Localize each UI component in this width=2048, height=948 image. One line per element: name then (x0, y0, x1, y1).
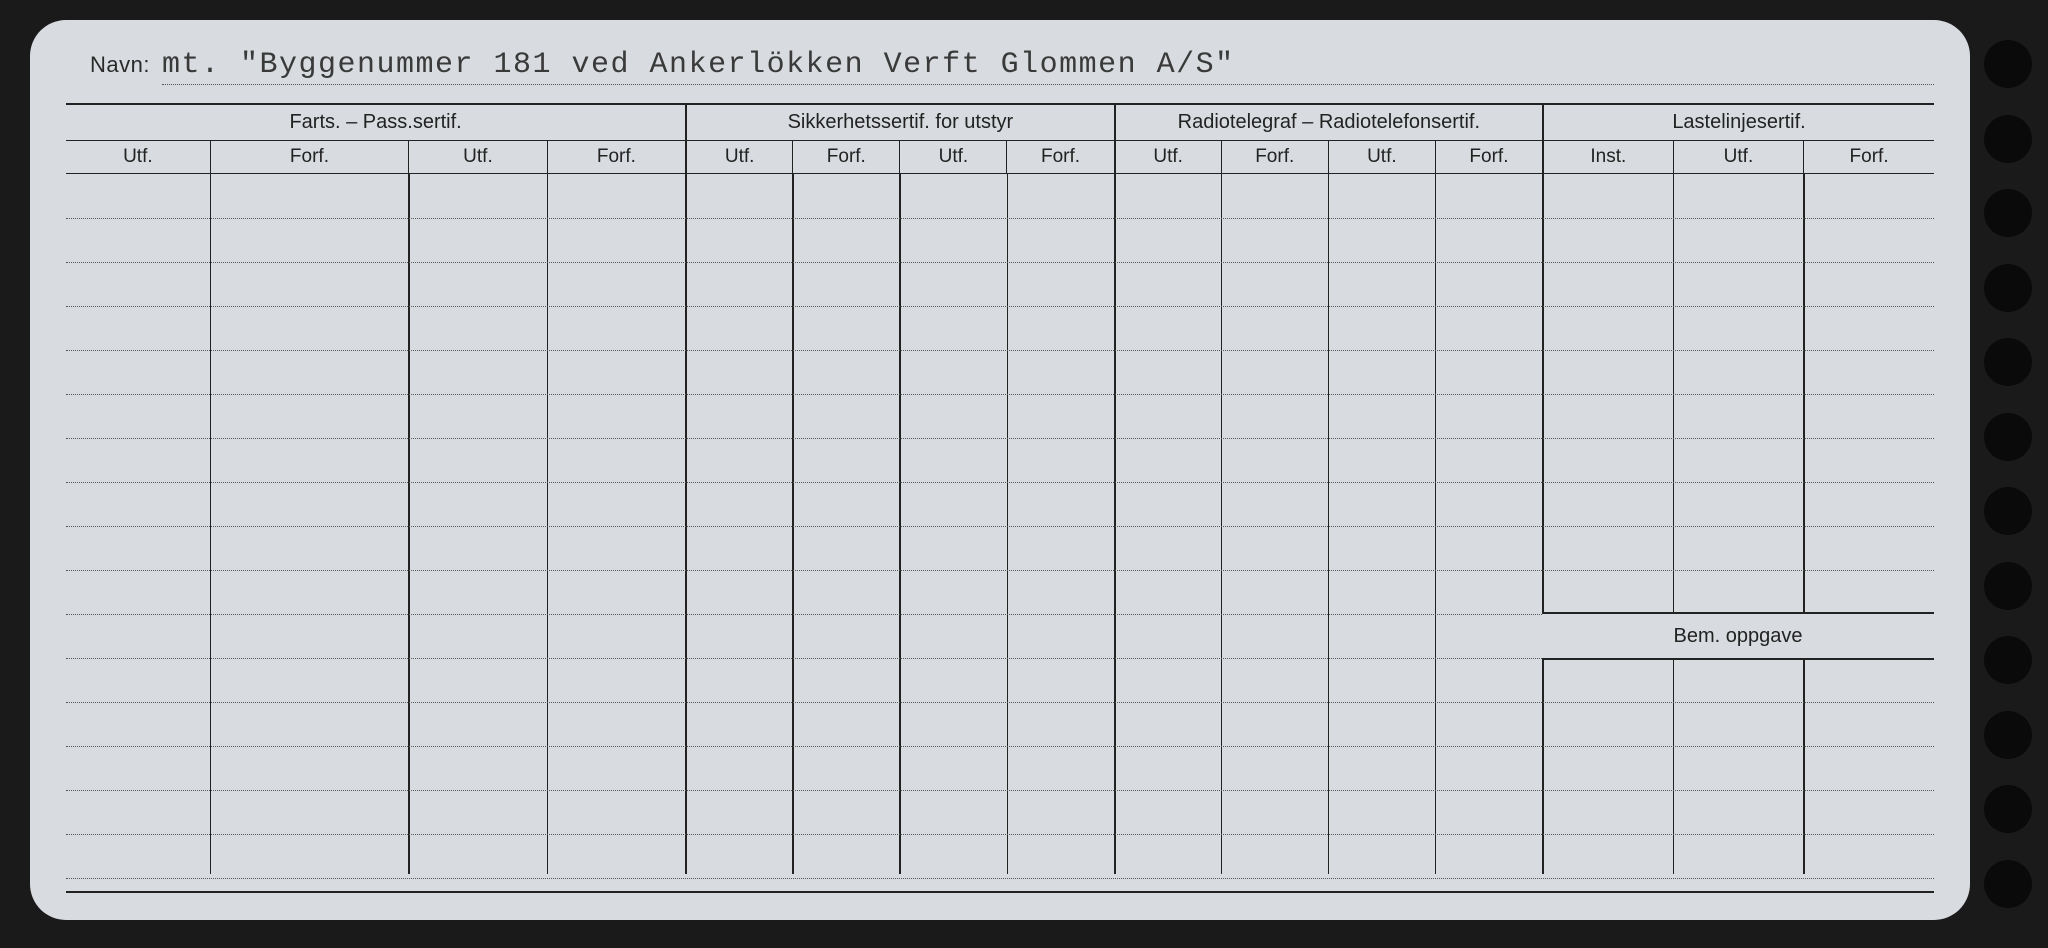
table-vline (210, 174, 212, 874)
binder-hole (1984, 636, 2032, 684)
table-row-line (66, 218, 1934, 219)
column-group-header: Lastelinjesertif. (1542, 105, 1934, 140)
column-sub-header: Utf. (1114, 141, 1221, 173)
binder-hole (1984, 189, 2032, 237)
table-row-line (66, 350, 1934, 351)
binder-hole (1984, 413, 2032, 461)
binder-hole (1984, 711, 2032, 759)
table-vline (1435, 174, 1437, 874)
binder-hole (1984, 264, 2032, 312)
table-vline (1542, 174, 1544, 874)
table-row-line (66, 438, 1934, 439)
table-row-line (66, 482, 1934, 483)
table-row-line (66, 878, 1934, 879)
binder-hole (1984, 487, 2032, 535)
column-group-header: Sikkerhetssertif. for utstyr (685, 105, 1113, 140)
table-row-line (66, 306, 1934, 307)
column-sub-header: Forf. (547, 141, 685, 173)
column-sub-header: Forf. (1803, 141, 1934, 173)
column-sub-header: Utf. (1673, 141, 1804, 173)
table-vline (547, 174, 549, 874)
column-sub-header: Forf. (1221, 141, 1328, 173)
table-body: Bem. oppgave (66, 174, 1934, 874)
binder-hole (1984, 562, 2032, 610)
record-card: Navn: mt. "Byggenummer 181 ved Ankerlökk… (30, 20, 1970, 920)
column-sub-header: Forf. (792, 141, 899, 173)
table-vline (408, 174, 410, 874)
table-vline (1328, 174, 1330, 874)
column-group-header: Farts. – Pass.sertif. (66, 105, 685, 140)
column-sub-header: Inst. (1542, 141, 1673, 173)
table-vline (792, 174, 794, 874)
table-row-line (66, 570, 1934, 571)
table-vline (1114, 174, 1116, 874)
column-group-header: Radiotelegraf – Radiotelefonsertif. (1114, 105, 1542, 140)
binder-hole (1984, 785, 2032, 833)
binder-hole (1984, 338, 2032, 386)
table-row-line (66, 394, 1934, 395)
table-row-line (66, 262, 1934, 263)
column-sub-header: Forf. (1006, 141, 1113, 173)
certificate-table: Farts. – Pass.sertif.Sikkerhetssertif. f… (66, 103, 1934, 893)
table-vline (899, 174, 901, 874)
bem-oppgave-header: Bem. oppgave (1542, 612, 1934, 660)
table-vline (1221, 174, 1223, 874)
binder-hole (1984, 115, 2032, 163)
table-vline (1673, 174, 1675, 874)
binder-hole (1984, 860, 2032, 908)
table-header-subcols: Utf.Forf.Utf.Forf.Utf.Forf.Utf.Forf.Utf.… (66, 141, 1934, 174)
table-row-line (66, 834, 1934, 835)
navn-row: Navn: mt. "Byggenummer 181 ved Ankerlökk… (66, 48, 1934, 85)
column-sub-header: Forf. (1435, 141, 1542, 173)
column-sub-header: Utf. (66, 141, 210, 173)
binder-hole (1984, 40, 2032, 88)
column-sub-header: Utf. (899, 141, 1006, 173)
column-sub-header: Utf. (685, 141, 792, 173)
column-sub-header: Forf. (210, 141, 409, 173)
table-row-line (66, 746, 1934, 747)
table-row-line (66, 702, 1934, 703)
column-sub-header: Utf. (408, 141, 546, 173)
table-row-line (66, 526, 1934, 527)
binder-holes (1984, 40, 2036, 908)
table-row-line (66, 790, 1934, 791)
table-vline (1803, 174, 1805, 874)
table-vline (685, 174, 687, 874)
navn-value: mt. "Byggenummer 181 ved Ankerlökken Ver… (162, 48, 1934, 85)
table-vline (1007, 174, 1009, 874)
column-sub-header: Utf. (1328, 141, 1435, 173)
table-header-groups: Farts. – Pass.sertif.Sikkerhetssertif. f… (66, 105, 1934, 141)
navn-label: Navn: (90, 52, 150, 78)
